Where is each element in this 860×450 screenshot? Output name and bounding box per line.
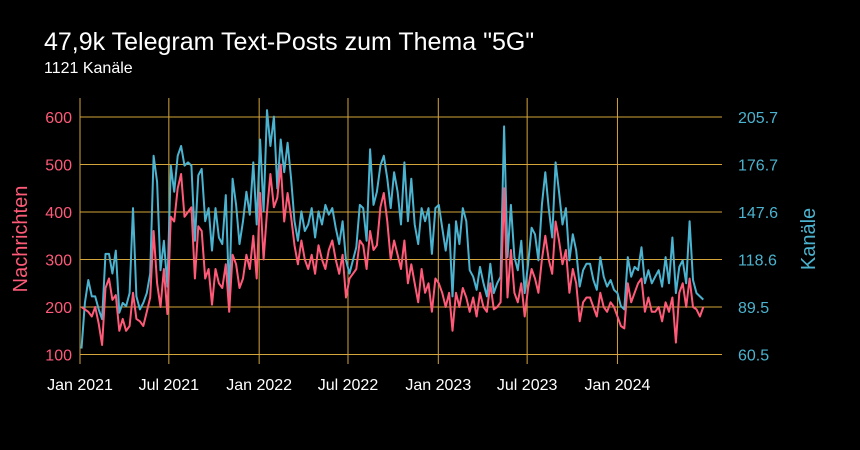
- left-axis-ticks: 100 200 300 400 500 600: [45, 110, 72, 365]
- right-axis-title: Kanäle: [798, 208, 820, 270]
- right-tick-label: 147.6: [738, 205, 778, 222]
- series-lines: [80, 109, 705, 349]
- right-tick-label: 89.5: [738, 300, 769, 317]
- right-axis-ticks: 60.5 89.5 118.6 147.6 176.7 205.7: [738, 110, 778, 364]
- left-axis-title: Nachrichten: [10, 186, 32, 293]
- left-tick-label: 600: [45, 110, 72, 127]
- series-nachrichten-line: [80, 163, 705, 346]
- x-tick-label: Jan 2023: [405, 377, 471, 394]
- x-tick-label: Jul 2022: [318, 377, 379, 394]
- right-tick-label: 118.6: [738, 252, 777, 269]
- x-tick-label: Jul 2021: [139, 377, 200, 394]
- right-tick-label: 176.7: [738, 158, 778, 175]
- right-tick-label: 60.5: [738, 347, 769, 364]
- right-tick-label: 205.7: [738, 110, 778, 127]
- left-tick-label: 100: [45, 348, 72, 365]
- left-tick-label: 300: [45, 253, 72, 270]
- x-tick-label: Jul 2023: [497, 377, 558, 394]
- grid: [79, 98, 722, 364]
- left-tick-label: 200: [45, 300, 72, 317]
- chart-title: 47,9k Telegram Text-Posts zum Thema "5G": [44, 28, 535, 56]
- left-tick-label: 500: [45, 158, 72, 175]
- series-kanaele-line: [80, 109, 704, 349]
- left-tick-label: 400: [45, 205, 72, 222]
- chart-subtitle: 1121 Kanäle: [44, 60, 133, 77]
- x-axis-ticks: Jan 2021 Jul 2021 Jan 2022 Jul 2022 Jan 2023…: [47, 377, 650, 394]
- x-tick-label: Jan 2021: [47, 377, 113, 394]
- x-tick-label: Jan 2022: [226, 377, 292, 394]
- x-tick-label: Jan 2024: [585, 377, 651, 394]
